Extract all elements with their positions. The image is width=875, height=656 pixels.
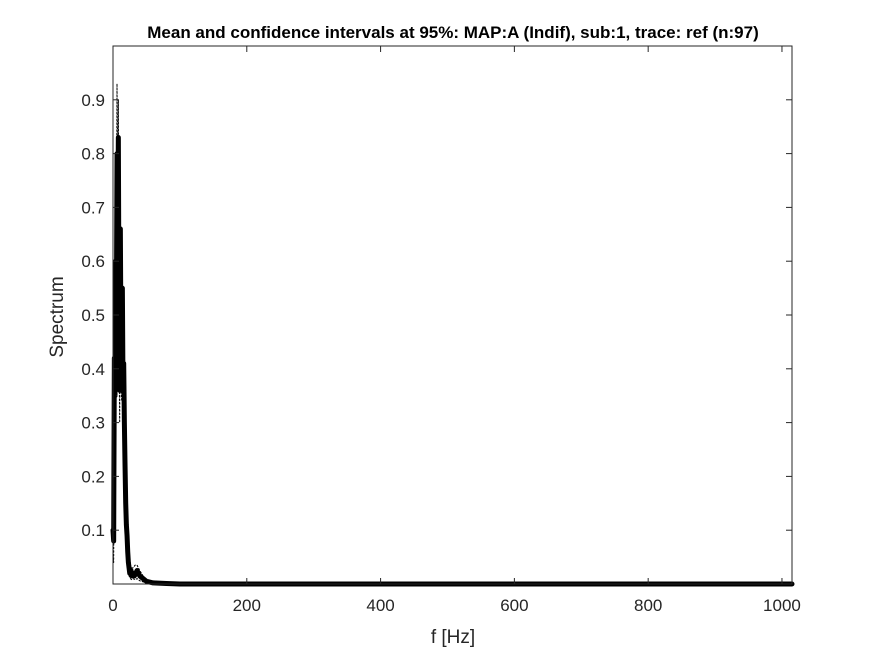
x-tick-label: 0 [108,596,117,615]
y-axis-label: Spectrum [47,276,68,357]
chart-title: Mean and confidence intervals at 95%: MA… [147,23,758,42]
y-tick-label: 0.3 [81,414,105,433]
y-tick-label: 0.2 [81,467,105,486]
x-tick-label: 800 [634,596,662,615]
plot-area [113,46,792,584]
y-tick-label: 0.1 [81,521,105,540]
y-tick-label: 0.6 [81,252,105,271]
y-tick-label: 0.7 [81,198,105,217]
x-ticks: 0 200 400 600 800 1000 [108,46,801,615]
y-ticks: 0.1 0.2 0.3 0.4 0.5 0.6 0.7 0.8 0.9 [81,91,792,540]
x-tick-label: 400 [366,596,394,615]
x-tick-label: 200 [233,596,261,615]
y-tick-label: 0.5 [81,306,105,325]
x-tick-label: 600 [500,596,528,615]
x-tick-label: 1000 [763,596,801,615]
x-axis-label: f [Hz] [431,627,475,648]
y-tick-label: 0.8 [81,145,105,164]
y-tick-label: 0.4 [81,360,105,379]
y-tick-label: 0.9 [81,91,105,110]
